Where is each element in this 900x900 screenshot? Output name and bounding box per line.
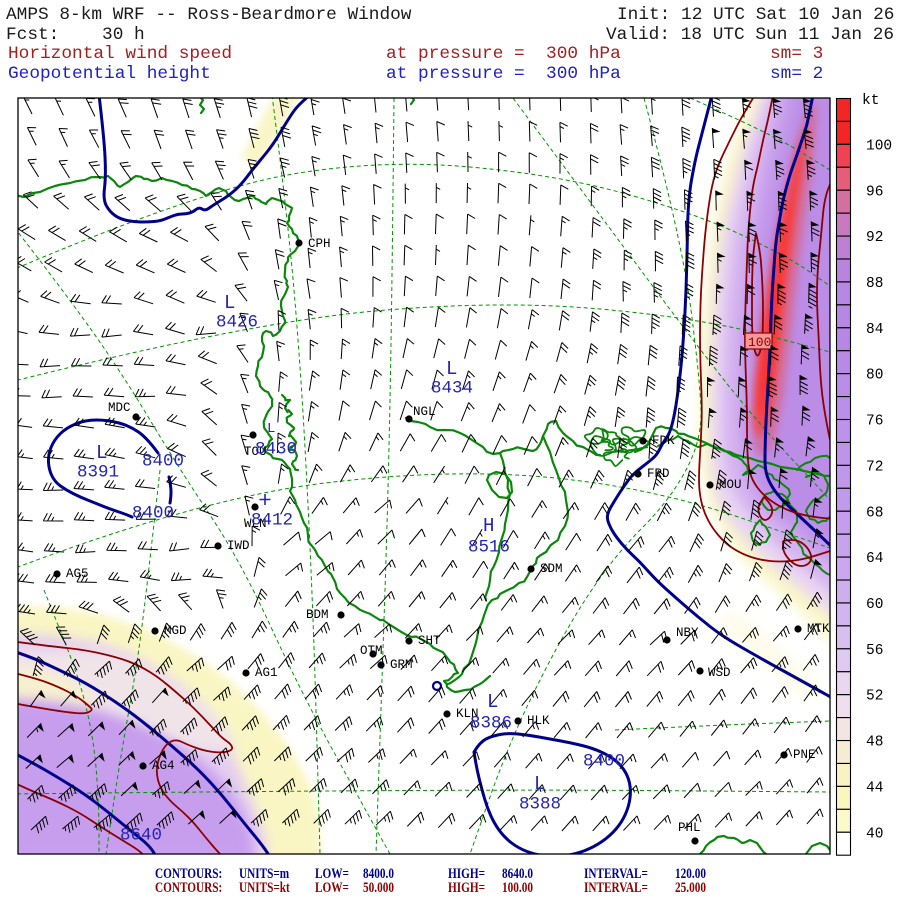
svg-text:FRD: FRD (647, 467, 670, 481)
svg-text:8412: 8412 (251, 511, 293, 531)
svg-text:AG4: AG4 (152, 759, 175, 773)
svg-text:TOU: TOU (244, 445, 267, 459)
svg-text:FDK: FDK (652, 434, 675, 448)
svg-text:8400: 8400 (142, 452, 184, 472)
svg-text:88: 88 (866, 276, 883, 292)
svg-text:96: 96 (866, 184, 883, 200)
svg-text:AG5: AG5 (66, 567, 89, 581)
svg-text:SHT: SHT (418, 634, 441, 648)
svg-text:MGD: MGD (164, 624, 187, 638)
svg-text:BDM: BDM (306, 608, 329, 622)
svg-text:8426: 8426 (216, 313, 258, 333)
svg-text:HLK: HLK (527, 714, 550, 728)
svg-text:SDM: SDM (540, 562, 563, 576)
svg-text:92: 92 (866, 230, 883, 246)
svg-text:AG1: AG1 (255, 666, 278, 680)
svg-text:WLN: WLN (244, 517, 267, 531)
svg-text:L: L (96, 442, 107, 464)
svg-text:8386: 8386 (470, 714, 512, 734)
svg-text:PHL: PHL (678, 821, 701, 835)
svg-text:100: 100 (748, 335, 771, 350)
svg-text:L: L (267, 421, 275, 437)
svg-text:WSD: WSD (708, 666, 731, 680)
svg-text:44: 44 (866, 780, 883, 796)
svg-text:PNE: PNE (793, 748, 816, 762)
svg-text:MOU: MOU (719, 478, 742, 492)
svg-text:H: H (483, 515, 494, 537)
svg-text:GRM: GRM (390, 658, 413, 672)
svg-text:8391: 8391 (77, 463, 119, 483)
svg-text:8430: 8430 (255, 440, 297, 460)
svg-text:68: 68 (866, 505, 883, 521)
svg-text:IWD: IWD (227, 539, 250, 553)
svg-text:40: 40 (866, 826, 883, 842)
svg-text:60: 60 (866, 597, 883, 613)
svg-text:MDC: MDC (108, 401, 131, 415)
svg-text:CPH: CPH (308, 237, 331, 251)
svg-text:NGL: NGL (413, 405, 436, 419)
svg-text:72: 72 (866, 459, 883, 475)
svg-text:kt: kt (862, 93, 879, 109)
svg-text:48: 48 (866, 735, 883, 751)
svg-text:56: 56 (866, 643, 883, 659)
svg-text:8434: 8434 (431, 379, 473, 399)
svg-text:L: L (224, 292, 235, 314)
svg-text:64: 64 (866, 551, 883, 567)
svg-text:8400: 8400 (132, 504, 174, 524)
svg-text:NBY: NBY (676, 626, 699, 640)
svg-text:84: 84 (866, 322, 883, 338)
svg-text:76: 76 (866, 414, 883, 430)
svg-text:KLN: KLN (456, 707, 479, 721)
svg-text:8640: 8640 (120, 826, 162, 846)
svg-text:8400: 8400 (583, 752, 625, 772)
svg-text:L: L (446, 358, 457, 380)
svg-text:MTK: MTK (807, 622, 830, 636)
svg-text:L: L (534, 773, 545, 795)
svg-text:8388: 8388 (519, 795, 561, 815)
svg-text:OTM: OTM (360, 644, 383, 658)
svg-text:52: 52 (866, 689, 883, 705)
svg-text:L: L (487, 691, 498, 713)
svg-text:100: 100 (866, 138, 892, 154)
svg-text:80: 80 (866, 368, 883, 384)
svg-text:8516: 8516 (468, 538, 510, 558)
